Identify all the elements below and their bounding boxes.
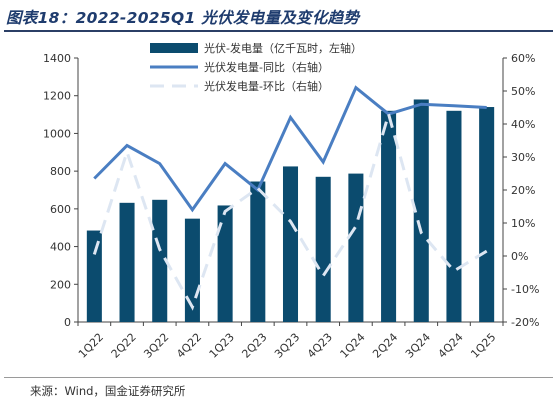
yoy-line xyxy=(93,85,487,213)
x-tick-label: 1Q23 xyxy=(207,331,237,361)
figure-title: 图表18：2022-2025Q1 光伏发电量及变化趋势 xyxy=(6,9,360,27)
bar xyxy=(446,110,462,322)
y-right-tick-label: 0% xyxy=(511,250,528,263)
legend-swatch-bar xyxy=(150,43,198,53)
y-right-tick-label: 50% xyxy=(511,85,535,98)
chart-legend: 光伏-发电量（亿千瓦时，左轴） 光伏发电量-同比（右轴） 光伏发电量-环比（右轴） xyxy=(150,41,362,93)
bar xyxy=(119,202,135,322)
y-left-tick-label: 400 xyxy=(50,241,71,254)
bar xyxy=(282,166,299,322)
y-left-tick-label: 200 xyxy=(50,278,71,291)
source-divider xyxy=(4,377,553,378)
mom-line xyxy=(92,108,488,311)
y-right-tick-label: -10% xyxy=(511,283,539,296)
y-left-tick-label: 1400 xyxy=(43,52,71,65)
y-right-tick-label: 40% xyxy=(511,118,535,131)
legend-label: 光伏发电量-同比（右轴） xyxy=(204,60,329,74)
bar xyxy=(86,230,102,322)
bar-series xyxy=(86,99,495,323)
x-tick-label: 2Q22 xyxy=(109,331,139,361)
bar xyxy=(315,176,331,322)
title-divider xyxy=(4,30,553,32)
bar xyxy=(152,199,168,322)
y-left-tick-label: 1000 xyxy=(43,127,71,140)
x-tick-label: 2Q23 xyxy=(239,331,269,361)
y-right-tick-label: 20% xyxy=(511,184,535,197)
bar xyxy=(348,173,364,322)
x-tick-label: 2Q24 xyxy=(370,331,400,361)
legend-label: 光伏-发电量（亿千瓦时，左轴） xyxy=(204,41,362,55)
y-left-tick-label: 0 xyxy=(64,316,71,329)
x-tick-label: 1Q22 xyxy=(76,331,106,361)
y-right-tick-label: 60% xyxy=(511,52,535,65)
source-note: 来源：Wind，国金证券研究所 xyxy=(30,384,186,398)
x-tick-label: 3Q22 xyxy=(141,331,171,361)
legend-label: 光伏发电量-环比（右轴） xyxy=(204,79,329,93)
y-right-tick-label: 30% xyxy=(511,151,535,164)
bar xyxy=(479,107,495,323)
x-tick-label: 4Q22 xyxy=(174,331,204,361)
x-tick-label: 1Q24 xyxy=(338,331,368,361)
y-left-tick-label: 600 xyxy=(50,203,71,216)
line-series xyxy=(92,85,488,311)
bar xyxy=(413,99,429,322)
x-tick-label: 3Q24 xyxy=(403,331,433,361)
x-tick-label: 4Q23 xyxy=(305,331,335,361)
y-right-tick-label: 10% xyxy=(511,217,535,230)
y-right-tick-label: -20% xyxy=(511,316,539,329)
x-tick-label: 3Q23 xyxy=(272,331,302,361)
x-tick-label: 4Q24 xyxy=(436,331,466,361)
y-left-tick-label: 800 xyxy=(50,165,71,178)
bar xyxy=(381,110,397,322)
y-left-tick-label: 1200 xyxy=(43,90,71,103)
bar xyxy=(217,205,233,322)
bar xyxy=(250,181,266,322)
x-tick-label: 1Q25 xyxy=(468,331,498,361)
